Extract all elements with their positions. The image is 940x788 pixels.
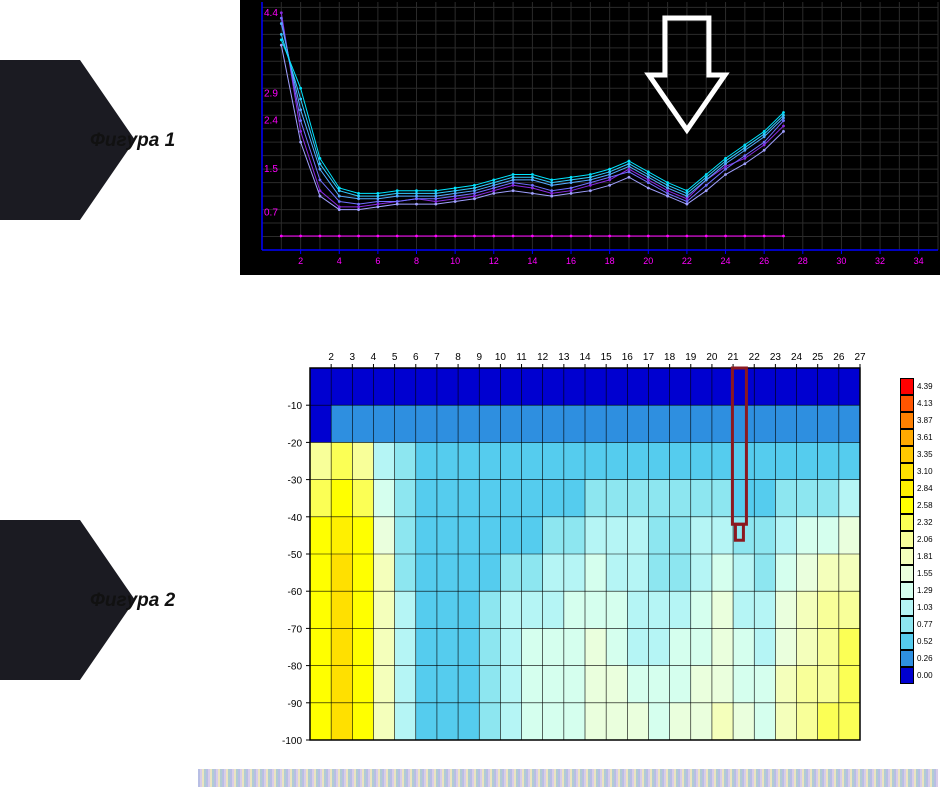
svg-text:14: 14 bbox=[579, 352, 591, 363]
figure2-heatmap: 2345678910111213141516171819202122232425… bbox=[260, 340, 880, 760]
svg-text:-10: -10 bbox=[288, 401, 303, 412]
svg-text:8: 8 bbox=[455, 352, 461, 363]
figure1-chart: 2468101214161820222426283032340.71.52.42… bbox=[240, 0, 940, 275]
svg-text:6: 6 bbox=[375, 256, 380, 266]
svg-text:4: 4 bbox=[337, 256, 342, 266]
svg-text:13: 13 bbox=[558, 352, 570, 363]
svg-text:16: 16 bbox=[566, 256, 576, 266]
svg-text:0.7: 0.7 bbox=[264, 207, 278, 218]
svg-text:4.4: 4.4 bbox=[264, 8, 278, 19]
svg-text:12: 12 bbox=[489, 256, 499, 266]
figure2-label: Фигура 2 bbox=[90, 590, 175, 612]
svg-text:26: 26 bbox=[833, 352, 845, 363]
svg-text:17: 17 bbox=[643, 352, 655, 363]
svg-text:6: 6 bbox=[413, 352, 419, 363]
noise-strip bbox=[198, 769, 938, 787]
svg-text:2: 2 bbox=[298, 256, 303, 266]
svg-text:3: 3 bbox=[350, 352, 356, 363]
svg-text:9: 9 bbox=[476, 352, 482, 363]
svg-text:2.4: 2.4 bbox=[264, 116, 278, 127]
svg-text:21: 21 bbox=[728, 352, 740, 363]
svg-text:-70: -70 bbox=[288, 624, 303, 635]
svg-text:14: 14 bbox=[527, 256, 537, 266]
svg-text:7: 7 bbox=[434, 352, 440, 363]
svg-text:27: 27 bbox=[854, 352, 866, 363]
svg-text:26: 26 bbox=[759, 256, 769, 266]
svg-text:-50: -50 bbox=[288, 550, 303, 561]
svg-text:-20: -20 bbox=[288, 438, 303, 449]
svg-text:10: 10 bbox=[450, 256, 460, 266]
svg-text:2.9: 2.9 bbox=[264, 89, 278, 100]
svg-text:20: 20 bbox=[706, 352, 718, 363]
svg-text:18: 18 bbox=[605, 256, 615, 266]
svg-text:18: 18 bbox=[664, 352, 676, 363]
svg-text:-90: -90 bbox=[288, 699, 303, 710]
svg-text:-60: -60 bbox=[288, 587, 303, 598]
svg-text:-40: -40 bbox=[288, 513, 303, 524]
figure1-label: Фигура 1 bbox=[90, 130, 175, 152]
svg-text:24: 24 bbox=[791, 352, 803, 363]
svg-text:16: 16 bbox=[622, 352, 634, 363]
svg-text:20: 20 bbox=[643, 256, 653, 266]
svg-text:4: 4 bbox=[371, 352, 377, 363]
svg-text:10: 10 bbox=[495, 352, 507, 363]
section-marker-2 bbox=[0, 520, 80, 680]
svg-text:1.5: 1.5 bbox=[264, 164, 278, 175]
svg-text:30: 30 bbox=[836, 256, 846, 266]
svg-text:22: 22 bbox=[749, 352, 761, 363]
svg-text:-30: -30 bbox=[288, 476, 303, 487]
svg-text:28: 28 bbox=[798, 256, 808, 266]
svg-text:11: 11 bbox=[516, 352, 527, 363]
svg-text:22: 22 bbox=[682, 256, 692, 266]
section-marker-1 bbox=[0, 60, 80, 220]
svg-text:-80: -80 bbox=[288, 662, 303, 673]
svg-text:19: 19 bbox=[685, 352, 697, 363]
svg-text:34: 34 bbox=[914, 256, 924, 266]
svg-text:24: 24 bbox=[721, 256, 731, 266]
svg-text:5: 5 bbox=[392, 352, 398, 363]
svg-text:-100: -100 bbox=[282, 736, 302, 747]
svg-text:32: 32 bbox=[875, 256, 885, 266]
figure2-color-legend: 4.394.133.873.613.353.102.842.582.322.06… bbox=[900, 378, 936, 684]
svg-text:12: 12 bbox=[537, 352, 549, 363]
svg-text:2: 2 bbox=[328, 352, 334, 363]
svg-text:15: 15 bbox=[601, 352, 613, 363]
svg-text:8: 8 bbox=[414, 256, 419, 266]
svg-text:23: 23 bbox=[770, 352, 782, 363]
svg-text:25: 25 bbox=[812, 352, 824, 363]
